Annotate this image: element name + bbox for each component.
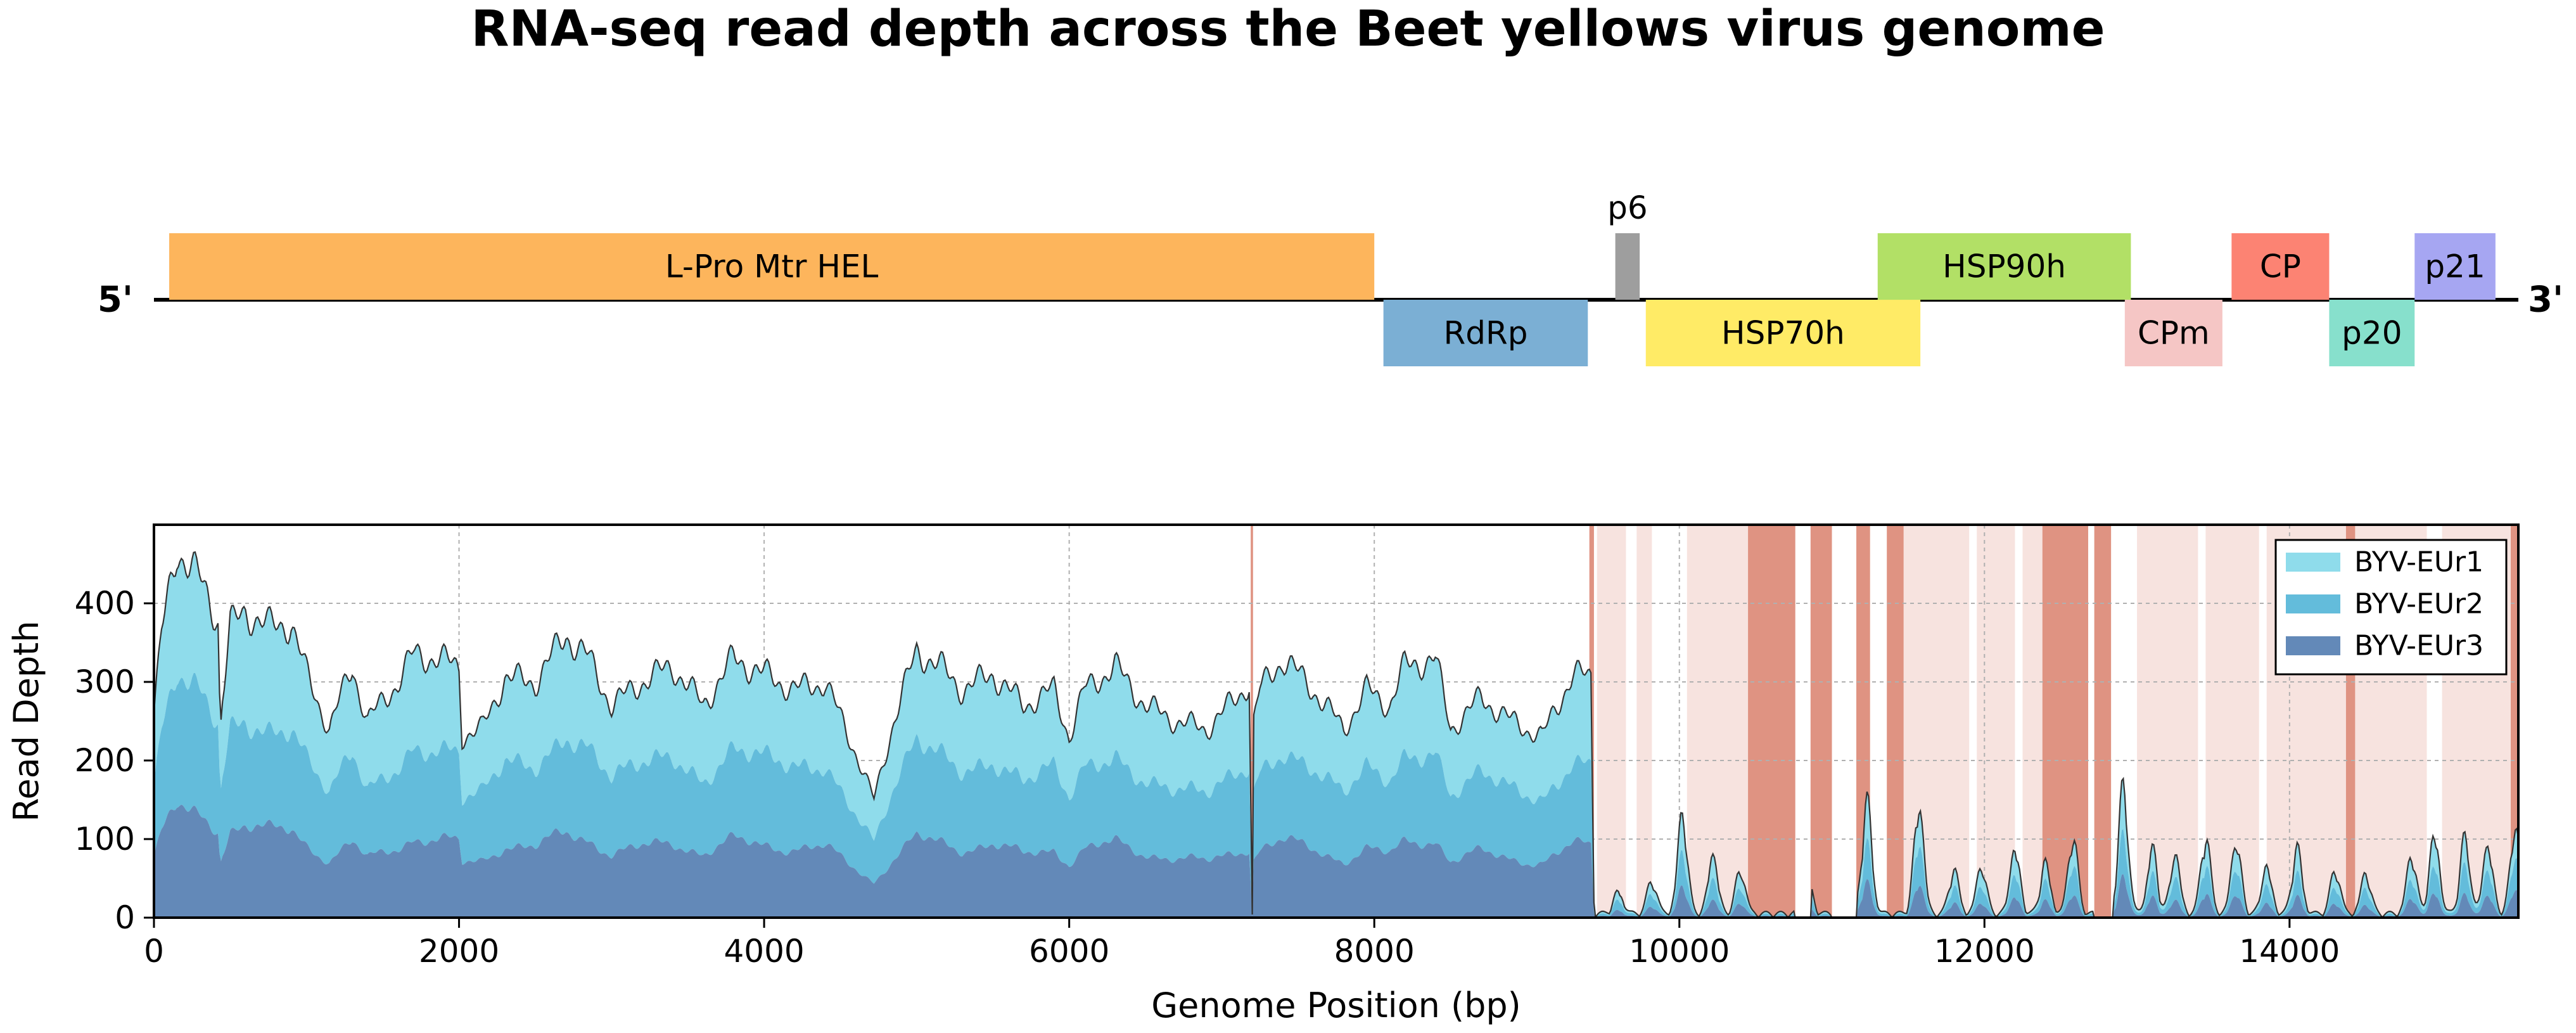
gene-label-l-pro-mtr-hel: L-Pro Mtr HEL xyxy=(665,248,879,285)
x-axis-label: Genome Position (bp) xyxy=(1151,985,1521,1025)
x-tick-label: 2000 xyxy=(419,933,499,970)
highlight-light xyxy=(1977,525,2015,918)
gene-block-hsp70h xyxy=(1645,300,1921,366)
genome-map: 5' 3' L-Pro Mtr HEL RdRp p6 HSP70h HSP90h CPm… xyxy=(98,189,2563,366)
legend: BYV-EUr1 BYV-EUr2 BYV-EUr3 xyxy=(2274,539,2508,676)
area-byv-eur2 xyxy=(154,672,2518,918)
gene-block-p21 xyxy=(2414,233,2496,300)
highlight-dark xyxy=(1810,525,1832,918)
y-tick-label: 400 xyxy=(75,585,135,622)
highlight-light xyxy=(1597,525,1626,918)
area-byv-eur1 xyxy=(154,552,2518,918)
gene-label-rdrp: RdRp xyxy=(1443,315,1527,352)
legend-label: BYV-EUr3 xyxy=(2354,630,2484,662)
gene-label-cp: CP xyxy=(2260,248,2301,285)
legend-label: BYV-EUr1 xyxy=(2354,546,2484,579)
figure-title: RNA-seq read depth across the Beet yello… xyxy=(471,1,2105,58)
area-byv-eur3 xyxy=(154,804,2518,918)
gene-label-p6: p6 xyxy=(1607,189,1648,226)
plot-frame xyxy=(153,523,2520,919)
gene-block-l-pro-mtr-hel xyxy=(169,233,1375,300)
highlight-light xyxy=(1636,525,1652,918)
x-tick-label: 12000 xyxy=(1934,933,2035,970)
gene-label-hsp70h: HSP70h xyxy=(1721,315,1845,352)
legend-swatch xyxy=(2286,636,2340,655)
highlight-dark xyxy=(2510,525,2518,918)
y-axis-ticks: 0 100 200 300 400 xyxy=(75,585,154,936)
gene-block-rdrp xyxy=(1383,300,1588,366)
legend-label: BYV-EUr2 xyxy=(2354,588,2484,620)
total-depth-outline xyxy=(154,551,2518,918)
gene-label-p21: p21 xyxy=(2425,248,2485,285)
x-tick-label: 10000 xyxy=(1629,933,1730,970)
gene-label-hsp90h: HSP90h xyxy=(1942,248,2066,285)
highlight-light xyxy=(1687,525,1749,918)
legend-swatch xyxy=(2286,594,2340,613)
x-tick-label: 8000 xyxy=(1334,933,1415,970)
gene-block-cpm xyxy=(2124,300,2222,366)
highlight-dark xyxy=(1251,525,1253,918)
gene-block-p6 xyxy=(1615,233,1640,300)
x-tick-label: 0 xyxy=(144,933,164,970)
highlight-dark xyxy=(1748,525,1795,918)
x-tick-label: 6000 xyxy=(1029,933,1109,970)
gene-block-p20 xyxy=(2329,300,2415,366)
coverage-plot: 0 2000 4000 6000 8000 10000 12000 14000 0 100 200… xyxy=(6,523,2520,1025)
gene-block-hsp90h xyxy=(1877,233,2131,300)
y-tick-label: 300 xyxy=(75,664,135,700)
gene-block-cp xyxy=(2231,233,2330,300)
x-tick-label: 4000 xyxy=(724,933,804,970)
gene-blocks: L-Pro Mtr HEL RdRp p6 HSP70h HSP90h CPm CP p20 p… xyxy=(169,189,2496,366)
highlight-dark xyxy=(2042,525,2089,918)
highlight-light xyxy=(2022,525,2043,918)
highlight-light xyxy=(2205,525,2259,918)
three-prime-label: 3' xyxy=(2528,279,2563,321)
coverage-areas xyxy=(154,551,2518,918)
y-axis-label: Read Depth xyxy=(6,620,46,821)
legend-swatch xyxy=(2286,553,2340,572)
highlight-dark xyxy=(1887,525,1904,918)
y-tick-label: 100 xyxy=(75,821,135,857)
y-tick-label: 0 xyxy=(115,899,135,936)
x-tick-label: 14000 xyxy=(2239,933,2340,970)
highlight-dark xyxy=(2094,525,2112,918)
highlight-light xyxy=(2137,525,2198,918)
x-axis-ticks: 0 2000 4000 6000 8000 10000 12000 14000 xyxy=(144,918,2340,970)
five-prime-label: 5' xyxy=(98,279,133,321)
gene-label-p20: p20 xyxy=(2342,315,2402,352)
y-tick-label: 200 xyxy=(75,742,135,779)
gene-label-cpm: CPm xyxy=(2138,315,2210,352)
